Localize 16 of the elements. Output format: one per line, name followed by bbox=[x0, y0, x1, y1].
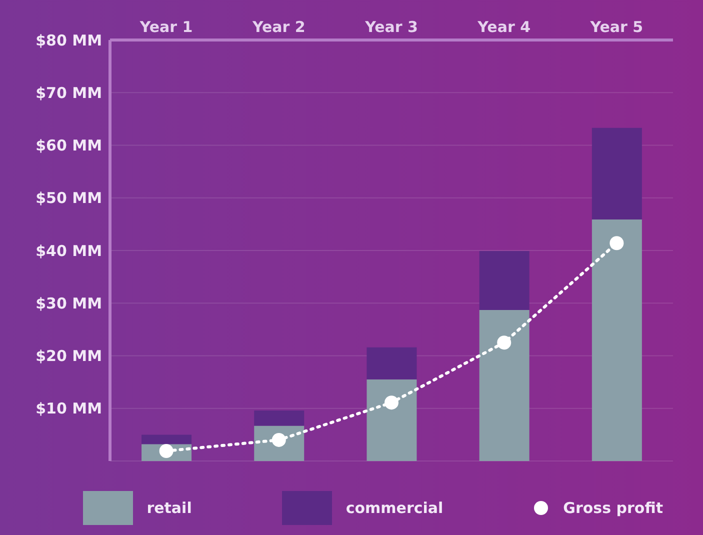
x-tick-label: Year 5 bbox=[589, 18, 644, 36]
y-tick-label: $20 MM bbox=[36, 347, 102, 366]
x-tick-label: Year 3 bbox=[364, 18, 418, 36]
y-tick-label: $50 MM bbox=[36, 189, 102, 208]
y-tick-label: $70 MM bbox=[36, 84, 102, 102]
legend-label: commercial bbox=[346, 499, 444, 517]
legend-label: retail bbox=[146, 499, 192, 517]
y-tick-label: $40 MM bbox=[36, 242, 102, 260]
y-tick-label: $30 MM bbox=[36, 294, 102, 312]
x-tick-label: Year 1 bbox=[138, 18, 193, 36]
x-tick-label: Year 2 bbox=[251, 18, 306, 36]
x-tick-label: Year 4 bbox=[476, 18, 531, 36]
y-tick-label: $10 MM bbox=[36, 400, 102, 418]
y-tick-label: $60 MM bbox=[36, 136, 102, 155]
legend-label: Gross profit bbox=[563, 499, 663, 517]
y-tick-label: $80 MM bbox=[36, 31, 102, 50]
